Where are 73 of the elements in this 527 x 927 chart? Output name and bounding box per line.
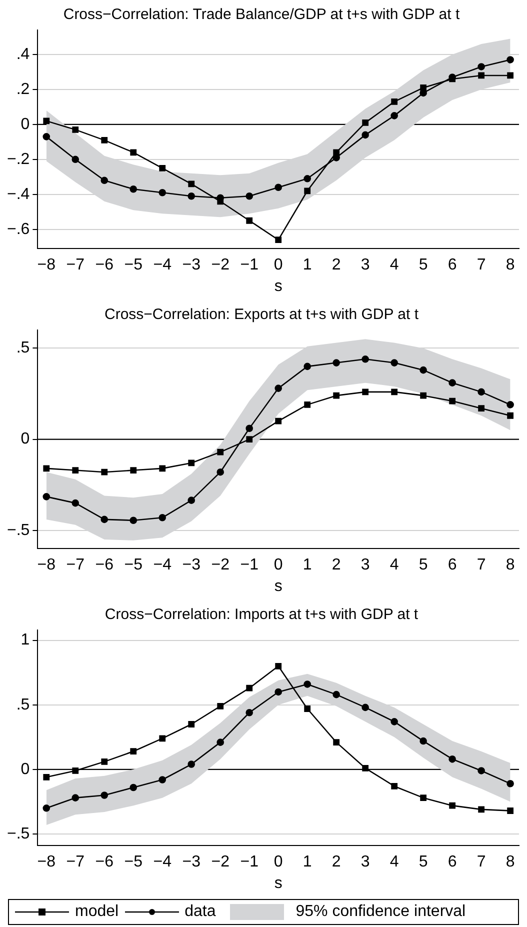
y-tick-label: −.4 [7, 186, 30, 203]
x-tick-label: 2 [332, 256, 341, 274]
x-axis-title: s [274, 578, 282, 595]
x-tick-label: 6 [448, 854, 457, 871]
x-tick-label: 0 [274, 256, 283, 274]
x-tick-label: 1 [302, 256, 312, 274]
x-tick-label: 8 [506, 854, 515, 871]
y-tick-label: −.6 [7, 220, 30, 238]
legend-label: data [184, 903, 216, 921]
x-tick-label: −8 [37, 256, 56, 274]
x-tick-label: 5 [418, 256, 428, 274]
y-tick-label: .5 [16, 340, 30, 357]
y-tick-label: 0 [20, 430, 30, 448]
x-tick-label: −6 [95, 556, 114, 574]
y-tick-label: 0 [20, 116, 30, 133]
y-tick-label: 1 [20, 632, 30, 649]
legend-label: model [75, 903, 119, 921]
x-tick-label: −7 [66, 854, 85, 871]
x-tick-label: 3 [360, 854, 370, 871]
x-tick-label: −5 [124, 556, 143, 574]
x-axis-title: s [274, 278, 282, 295]
x-tick-label: −2 [211, 556, 230, 574]
x-tick-label: −8 [37, 556, 56, 574]
x-tick-label: 6 [448, 256, 457, 274]
y-tick-label: .2 [16, 80, 30, 98]
x-tick-label: 8 [506, 256, 515, 274]
x-tick-label: 0 [274, 854, 283, 871]
chart-title: Cross−Correlation: Exports at t+s with GDP at t [104, 306, 420, 324]
x-tick-label: 7 [476, 556, 486, 574]
x-tick-label: −7 [66, 256, 85, 274]
x-tick-label: 4 [390, 556, 399, 574]
y-tick-label: −.5 [7, 825, 30, 842]
x-tick-label: −6 [95, 256, 114, 274]
y-tick-label: 0 [20, 760, 30, 778]
y-tick-label: −.2 [7, 150, 30, 168]
x-tick-label: −5 [124, 256, 143, 274]
x-tick-label: −2 [211, 854, 230, 871]
x-tick-label: −1 [240, 556, 259, 574]
x-tick-label: −4 [153, 854, 172, 871]
x-tick-label: −3 [182, 256, 201, 274]
x-axis-title: s [274, 874, 282, 892]
text: 95% confidence interval [296, 903, 466, 921]
y-tick-label: .4 [16, 46, 30, 63]
x-tick-label: −8 [37, 854, 56, 871]
chart-title: Cross−Correlation: Imports at t+s with GDP at t [104, 606, 419, 624]
x-tick-label: 3 [360, 556, 370, 574]
x-tick-label: 3 [360, 256, 370, 274]
y-tick-label: −.5 [7, 522, 30, 539]
x-tick-label: 2 [332, 854, 341, 871]
x-tick-label: 4 [390, 256, 399, 274]
y-tick-label: .5 [16, 696, 30, 714]
x-tick-label: −1 [240, 854, 259, 871]
x-tick-label: −7 [66, 556, 85, 574]
x-tick-label: 7 [476, 256, 486, 274]
x-tick-label: −2 [211, 256, 230, 274]
x-tick-label: −4 [153, 256, 172, 274]
x-tick-label: 4 [390, 854, 399, 871]
x-tick-label: 2 [332, 556, 341, 574]
x-tick-label: 7 [476, 854, 486, 871]
x-tick-label: −3 [182, 556, 201, 574]
x-tick-label: 1 [302, 556, 312, 574]
x-tick-label: 6 [448, 556, 457, 574]
x-tick-label: −1 [240, 256, 259, 274]
x-tick-label: 8 [506, 556, 515, 574]
x-tick-label: 0 [274, 556, 283, 574]
x-tick-label: 1 [302, 854, 312, 871]
x-tick-label: 5 [418, 556, 428, 574]
x-tick-label: −4 [153, 556, 172, 574]
x-tick-label: −3 [182, 854, 201, 871]
chart-title: Cross−Correlation: Trade Balance/GDP at t+s with GDP at t [63, 6, 460, 24]
x-tick-label: −5 [124, 854, 143, 871]
x-tick-label: 5 [418, 854, 428, 871]
x-tick-label: −6 [95, 854, 114, 871]
